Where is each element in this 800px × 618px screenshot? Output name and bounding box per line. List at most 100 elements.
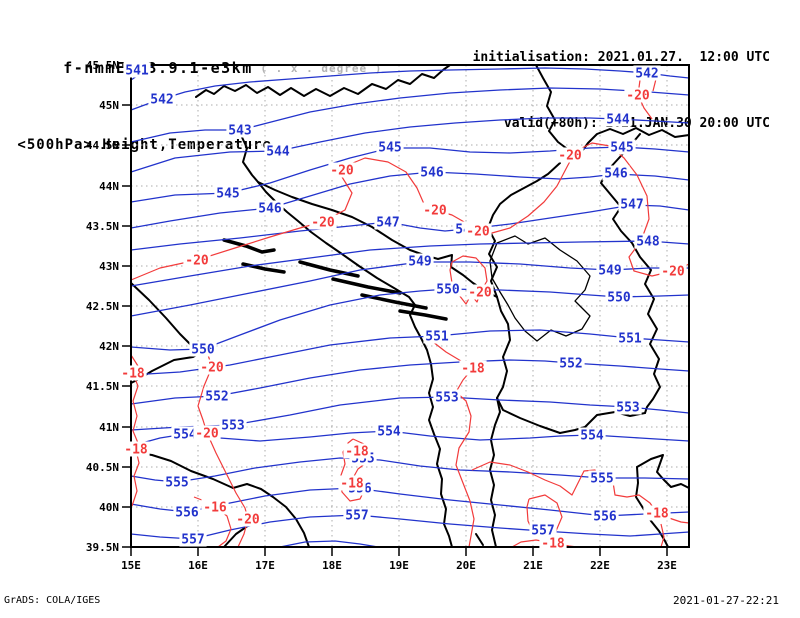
temp-contour-label: -20 [311, 216, 335, 231]
island [398, 309, 448, 321]
height-contour-label-mask [608, 139, 636, 155]
header-left: f-nmmE_v3.9.1-e3km ( . x . degree ) <500… [0, 3, 382, 191]
lon-tick-label: 17E [255, 559, 275, 572]
height-contour-label-mask [376, 139, 404, 155]
height-contour-label-mask [596, 262, 624, 278]
temp-contour-label: -20 [236, 513, 260, 528]
height-contour-label: 554 [580, 429, 604, 444]
height-contour-label-mask [214, 185, 242, 201]
temp-contour-label-mask [328, 162, 356, 178]
height-contour-548 [130, 240, 690, 287]
temp-contour-label: -20 [466, 225, 490, 240]
height-contour-label-mask [418, 164, 446, 180]
temp-contour-label: -18 [645, 507, 669, 522]
temp-contour-label: -18 [345, 445, 369, 460]
header-right: initialisation: 2021.01.27. 12:00 UTC va… [473, 3, 770, 179]
border-drina [487, 162, 561, 298]
height-contour-label-mask [602, 165, 630, 181]
temp-contour-label-mask [309, 214, 337, 230]
height-contour-label: 556 [593, 510, 617, 525]
lon-tick-label: 19E [389, 559, 409, 572]
lat-tick-label: 42.5N [86, 300, 119, 313]
height-contour-label-mask [634, 233, 662, 249]
height-contour-label: 557 [531, 524, 554, 539]
dalmatian-islands [222, 238, 448, 321]
temp-contour-label-mask [624, 87, 652, 103]
island [222, 238, 276, 254]
island [331, 277, 402, 295]
height-contour-label: 545 [378, 141, 401, 156]
lon-tick-label: 22E [590, 559, 610, 572]
height-contour-label: 552 [205, 390, 228, 405]
height-contour-label-mask [406, 253, 434, 269]
lat-tick-label: 40.5N [86, 461, 119, 474]
border-albania-east [496, 296, 561, 434]
temp-contour-label-mask [119, 365, 147, 381]
lat-tick-label: 40N [99, 501, 119, 514]
height-contour-label-mask [226, 122, 254, 138]
temp-contour-label-mask [338, 475, 366, 491]
temp-contour-label: -20 [330, 164, 354, 179]
temp-contour-label: -18 [461, 362, 485, 377]
lat-tick-label: 41N [99, 421, 119, 434]
temp-contour-label: -20 [661, 265, 685, 280]
height-contour-label-mask [588, 470, 616, 486]
temp-contour-label: -20 [195, 427, 219, 442]
height-contour-label-mask [618, 196, 646, 212]
height-contour-547 [130, 204, 690, 251]
height-contour-label: 553 [616, 401, 639, 416]
height-contour-label-mask [633, 65, 661, 81]
height-contour-542 [130, 67, 690, 111]
height-contour-label: 545 [610, 141, 633, 156]
height-contour-label: 550 [436, 283, 460, 298]
lon-tick-label: 15E [121, 559, 141, 572]
temp-contour-label-mask [201, 499, 229, 515]
creation-timestamp: 2021-01-27-22:21 [673, 594, 779, 607]
height-contour-label-mask [604, 111, 632, 127]
lat-tick-label: 43N [99, 260, 119, 273]
coastline-adriatic [239, 132, 453, 548]
height-contour-label-mask [374, 214, 402, 230]
border-macedonia-greece [636, 454, 690, 489]
height-contour-label: 546 [258, 202, 282, 217]
temp-contour-label: -18 [541, 537, 565, 552]
height-contour-label: 555 [165, 476, 188, 491]
height-contour-label-mask [256, 200, 284, 216]
height-contour-label: 543 [228, 124, 251, 139]
island-corfu [475, 533, 484, 546]
lon-tick-label: 23E [657, 559, 677, 572]
lat-tick-label: 39.5N [86, 541, 119, 554]
height-contour-label: 546 [604, 167, 628, 182]
border-kosovo [489, 235, 591, 342]
height-contour-label: 555 [590, 472, 613, 487]
temp-contour-label: -20 [468, 286, 492, 301]
height-contour-label: 550 [191, 343, 215, 358]
height-contour-label-mask [219, 417, 247, 433]
height-contour-label-mask [173, 504, 201, 520]
height-contour-label-mask [605, 289, 633, 305]
border-bosnia [257, 181, 498, 298]
model-name: f-nmmE_v3.9.1-e3km [63, 59, 253, 77]
height-contour-label-mask [189, 341, 217, 357]
height-contour-label-mask [171, 426, 199, 442]
height-contour-label: 554 [173, 428, 197, 443]
valid-time: valid(+80h): 2021.JAN.30 20:00 UTC [503, 116, 770, 131]
temp-contour-label: -18 [340, 477, 364, 492]
temp-contour-label: -20 [200, 361, 224, 376]
border-macedonia-north [559, 411, 646, 434]
height-contour-label: 542 [635, 67, 658, 82]
height-contour-label: 550 [607, 291, 631, 306]
height-contour-543 [130, 87, 690, 143]
height-contour-label-mask [578, 427, 606, 443]
height-contour-label: 541 [125, 64, 149, 79]
height-contour-label: 549 [598, 264, 621, 279]
lat-tick-label: 42N [99, 340, 119, 353]
lon-tick-label: 18E [322, 559, 342, 572]
height-contour-label: 552 [559, 357, 582, 372]
height-contour-label: 549 [408, 255, 431, 270]
temp-contour-label-mask [659, 263, 687, 279]
height-contour-label: 553 [435, 391, 458, 406]
